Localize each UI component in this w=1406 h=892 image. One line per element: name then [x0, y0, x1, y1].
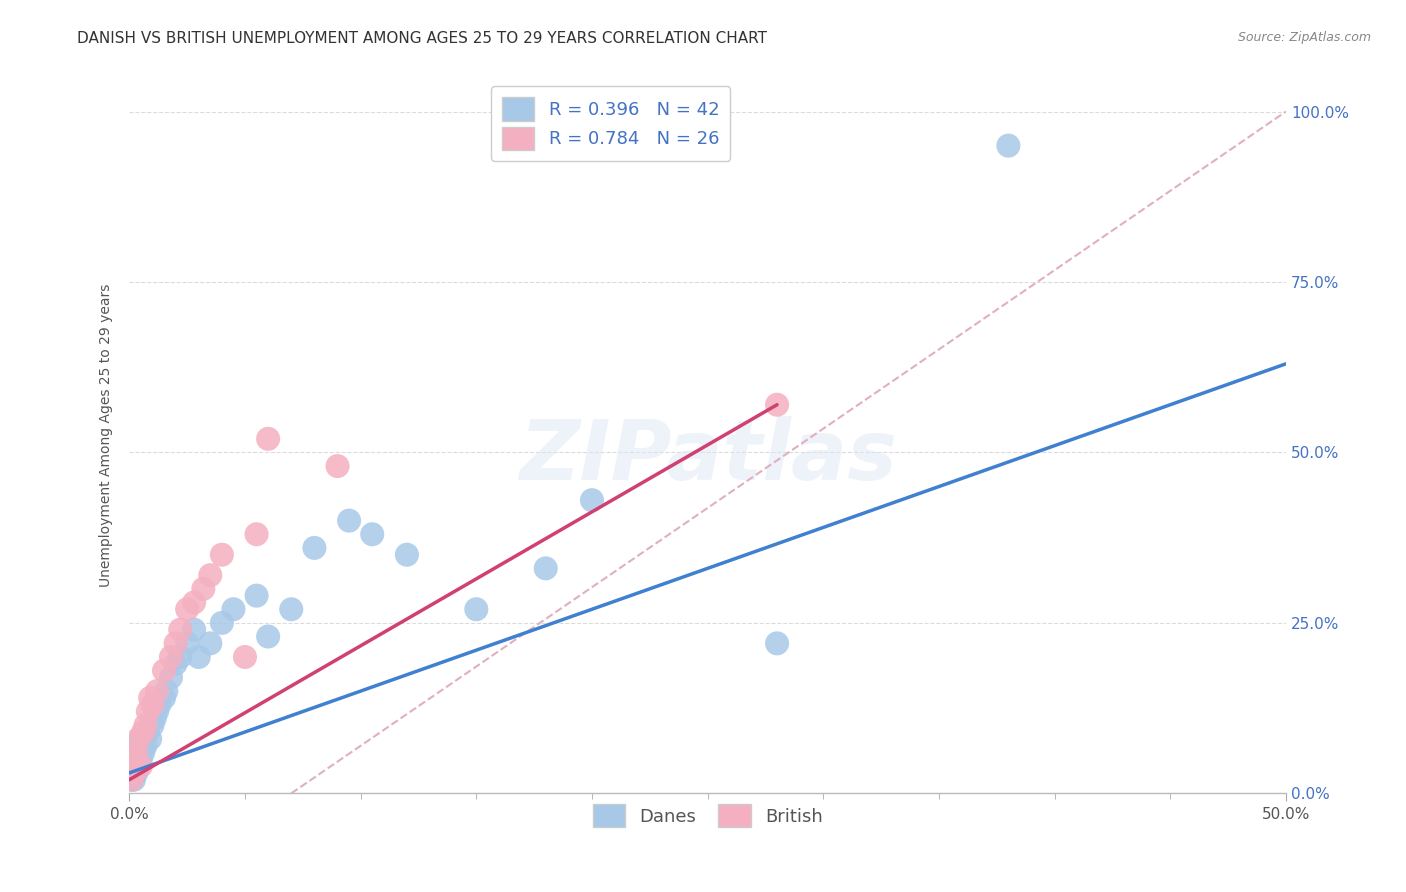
- Point: [128, 731, 150, 746]
- Point: [183, 595, 205, 609]
- Point: [280, 602, 302, 616]
- Text: DANISH VS BRITISH UNEMPLOYMENT AMONG AGES 25 TO 29 YEARS CORRELATION CHART: DANISH VS BRITISH UNEMPLOYMENT AMONG AGE…: [77, 31, 768, 46]
- Point: [125, 746, 148, 760]
- Point: [148, 698, 170, 712]
- Y-axis label: Unemployment Among Ages 25 to 29 years: Unemployment Among Ages 25 to 29 years: [100, 284, 114, 587]
- Point: [257, 630, 280, 644]
- Point: [129, 759, 152, 773]
- Point: [132, 746, 155, 760]
- Point: [176, 602, 198, 616]
- Point: [766, 636, 789, 650]
- Point: [136, 705, 159, 719]
- Point: [122, 752, 145, 766]
- Point: [361, 527, 384, 541]
- Point: [122, 772, 145, 787]
- Point: [337, 514, 360, 528]
- Point: [121, 752, 143, 766]
- Point: [326, 459, 349, 474]
- Point: [139, 690, 162, 705]
- Point: [245, 589, 267, 603]
- Point: [200, 636, 222, 650]
- Point: [222, 602, 245, 616]
- Point: [129, 731, 152, 746]
- Point: [146, 705, 169, 719]
- Point: [211, 548, 233, 562]
- Text: ZIPatlas: ZIPatlas: [519, 417, 897, 498]
- Point: [193, 582, 215, 596]
- Point: [245, 527, 267, 541]
- Point: [160, 650, 183, 665]
- Point: [176, 636, 198, 650]
- Point: [187, 650, 209, 665]
- Point: [125, 739, 148, 753]
- Point: [135, 718, 157, 732]
- Point: [141, 698, 163, 712]
- Point: [125, 765, 148, 780]
- Point: [153, 664, 176, 678]
- Point: [128, 759, 150, 773]
- Point: [121, 772, 143, 787]
- Point: [135, 739, 157, 753]
- Point: [153, 690, 176, 705]
- Legend: Danes, British: Danes, British: [585, 797, 830, 834]
- Point: [233, 650, 256, 665]
- Point: [143, 711, 166, 725]
- Point: [183, 623, 205, 637]
- Point: [132, 725, 155, 739]
- Point: [122, 746, 145, 760]
- Point: [465, 602, 488, 616]
- Point: [141, 718, 163, 732]
- Point: [121, 765, 143, 780]
- Point: [395, 548, 418, 562]
- Point: [165, 657, 187, 671]
- Point: [121, 772, 143, 787]
- Point: [304, 541, 326, 555]
- Point: [766, 398, 789, 412]
- Point: [169, 623, 191, 637]
- Point: [211, 615, 233, 630]
- Text: Source: ZipAtlas.com: Source: ZipAtlas.com: [1237, 31, 1371, 45]
- Point: [160, 670, 183, 684]
- Point: [146, 684, 169, 698]
- Point: [581, 493, 603, 508]
- Point: [136, 725, 159, 739]
- Point: [155, 684, 177, 698]
- Point: [534, 561, 557, 575]
- Point: [200, 568, 222, 582]
- Point: [169, 650, 191, 665]
- Point: [257, 432, 280, 446]
- Point: [165, 636, 187, 650]
- Point: [139, 731, 162, 746]
- Point: [122, 759, 145, 773]
- Point: [122, 765, 145, 780]
- Point: [997, 138, 1019, 153]
- Point: [129, 752, 152, 766]
